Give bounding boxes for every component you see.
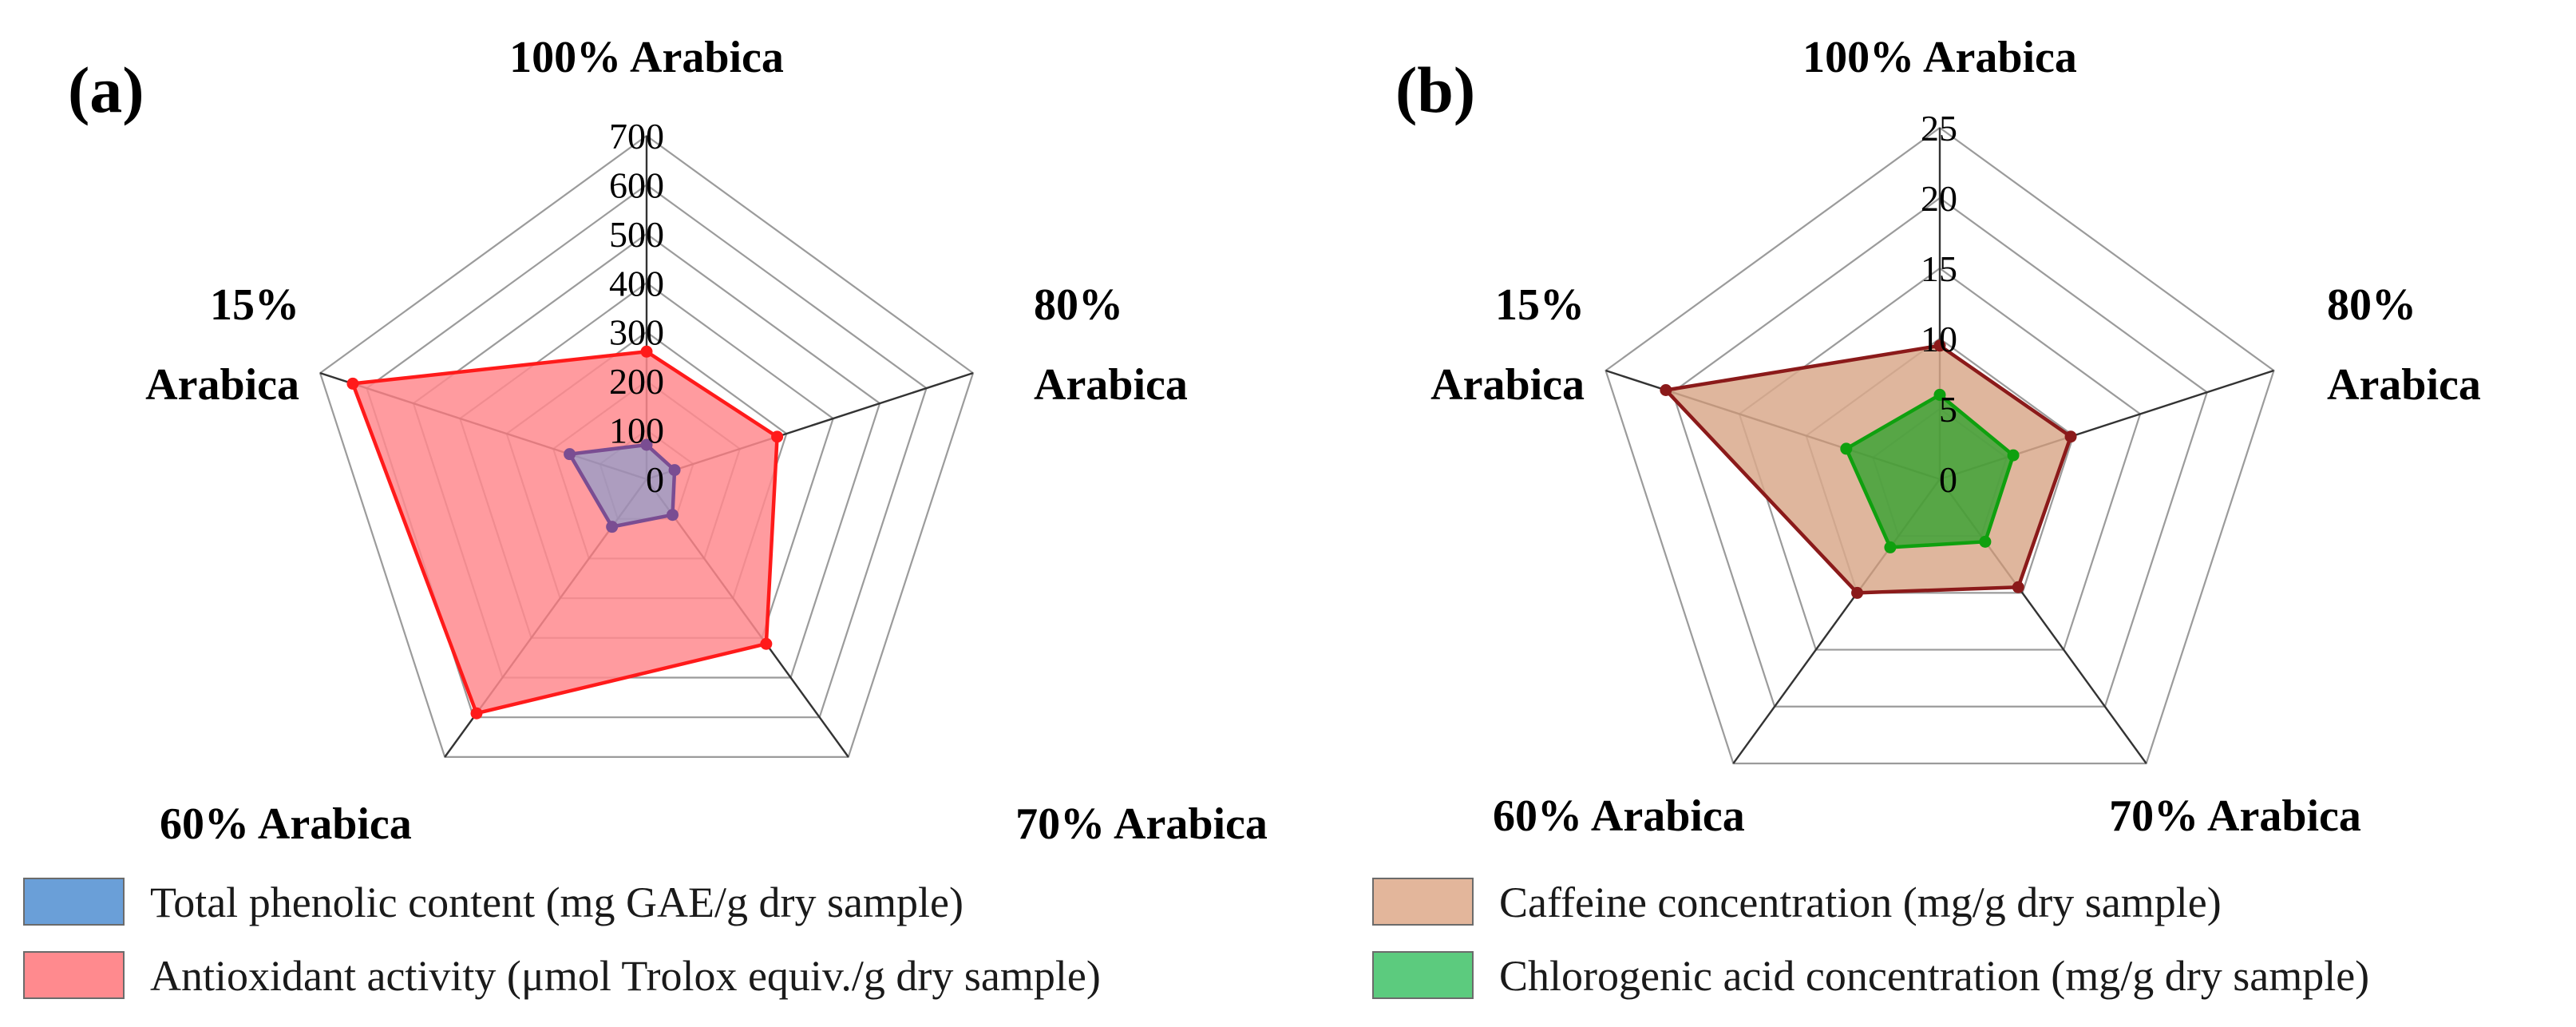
tick-label-a-700: 700 bbox=[609, 116, 664, 157]
radar-tick-labels-a: 0 100 200 300 400 500 600 700 bbox=[609, 116, 664, 500]
grid-ring-a-700 bbox=[319, 134, 975, 758]
data-point-a-1-80 bbox=[668, 464, 681, 477]
axis-label-line-b-15-1: Arabica bbox=[1430, 360, 1585, 410]
grid-ring-b-25 bbox=[1605, 126, 2275, 765]
tick-label-b-5: 5 bbox=[1939, 389, 1957, 430]
data-point-b-1-60 bbox=[1884, 541, 1897, 553]
panel-label-b: (b) bbox=[1395, 54, 1475, 126]
data-point-a-0-70 bbox=[760, 637, 773, 650]
tick-label-a-200: 200 bbox=[609, 361, 664, 402]
legend-swatch-total-phenolic bbox=[23, 878, 125, 926]
legend-swatch-antioxidant bbox=[23, 951, 125, 999]
axis-label-line-a-70-0: 70% Arabica bbox=[1015, 799, 1268, 849]
axis-label-line-a-15-0: 15% bbox=[210, 280, 299, 330]
radar-axis-labels-b: 100% Arabica 80% Arabica 70% Arabica 60% Ara… bbox=[1430, 33, 2481, 841]
axis-label-line-a-60-0: 60% Arabica bbox=[160, 799, 412, 849]
radar-axis-labels-a: 100% Arabica 80% Arabica 70% Arabica 60% Ara… bbox=[145, 33, 1268, 849]
panel-label-a: (a) bbox=[68, 54, 144, 126]
tick-label-a-400: 400 bbox=[609, 263, 664, 303]
axis-label-b-80: 80% Arabica bbox=[2327, 280, 2481, 410]
tick-label-a-100: 100 bbox=[609, 410, 664, 451]
legend-label-caffeine: Caffeine concentration (mg/g dry sample) bbox=[1499, 878, 2222, 926]
radar-series-b bbox=[1660, 339, 2077, 599]
tick-label-b-0: 0 bbox=[1939, 459, 1957, 500]
radar-series-a bbox=[346, 345, 784, 720]
axis-label-a-80: 80% Arabica bbox=[1034, 280, 1188, 410]
radar-panel-b: (b) 0 5 10 15 20 25 100% Arabica 80% Arabica 70%… bbox=[1372, 33, 2481, 1000]
data-point-b-0-15 bbox=[1660, 384, 1672, 397]
radar-panel-a: (a) 0 100 200 300 400 500 600 700 100% Arabica 8… bbox=[23, 33, 1268, 1000]
data-point-a-1-70 bbox=[666, 509, 679, 521]
axis-label-line-a-100-0: 100% Arabica bbox=[509, 33, 784, 82]
axis-label-b-15: 15% Arabica bbox=[1430, 280, 1585, 410]
axis-label-a-70: 70% Arabica bbox=[1015, 799, 1268, 849]
axis-label-line-b-100-0: 100% Arabica bbox=[1802, 33, 2077, 82]
legend-swatch-caffeine bbox=[1372, 878, 1474, 926]
axis-label-line-b-60-0: 60% Arabica bbox=[1493, 791, 1745, 841]
legend-label-chlorogenic: Chlorogenic acid concentration (mg/g dry… bbox=[1499, 952, 2369, 1000]
axis-label-line-b-80-0: 80% bbox=[2327, 280, 2416, 330]
data-point-a-1-100 bbox=[640, 438, 653, 451]
radar-tick-labels-b: 0 5 10 15 20 25 bbox=[1921, 108, 1957, 500]
axis-label-line-a-15-1: Arabica bbox=[145, 360, 299, 410]
tick-label-a-0: 0 bbox=[646, 459, 664, 500]
tick-label-b-15: 15 bbox=[1921, 248, 1957, 289]
data-point-a-0-60 bbox=[470, 707, 483, 720]
data-point-b-1-80 bbox=[2007, 449, 2020, 462]
tick-label-b-25: 25 bbox=[1921, 108, 1957, 149]
tick-label-a-500: 500 bbox=[609, 214, 664, 255]
axis-label-b-60: 60% Arabica bbox=[1493, 791, 1745, 841]
data-point-a-1-60 bbox=[606, 521, 619, 533]
axis-label-line-b-70-0: 70% Arabica bbox=[2109, 791, 2361, 841]
data-point-b-0-70 bbox=[2012, 581, 2024, 593]
series-area-a-0 bbox=[350, 350, 779, 716]
tick-label-a-300: 300 bbox=[609, 312, 664, 353]
tick-label-a-600: 600 bbox=[609, 165, 664, 205]
data-point-b-0-100 bbox=[1933, 339, 1946, 352]
axis-label-line-a-80-0: 80% bbox=[1034, 280, 1123, 330]
data-point-a-0-80 bbox=[771, 430, 784, 443]
axis-label-line-b-80-1: Arabica bbox=[2327, 360, 2481, 410]
series-area-b-1 bbox=[1844, 393, 2016, 549]
axis-label-line-a-80-1: Arabica bbox=[1034, 360, 1188, 410]
data-point-a-1-15 bbox=[564, 448, 576, 461]
grid-ring-b-20 bbox=[1671, 196, 2209, 708]
data-point-b-1-15 bbox=[1840, 442, 1853, 455]
legend-swatch-chlorogenic bbox=[1372, 951, 1474, 999]
legend-a: Total phenolic content (mg GAE/g dry sam… bbox=[23, 878, 1101, 1000]
tick-label-b-10: 10 bbox=[1921, 319, 1957, 359]
axis-label-b-70: 70% Arabica bbox=[2109, 791, 2361, 841]
axis-label-b-100: 100% Arabica bbox=[1802, 33, 2077, 82]
series-area-a-1 bbox=[568, 442, 677, 529]
legend-label-antioxidant: Antioxidant activity (μmol Trolox equiv.… bbox=[150, 952, 1101, 1000]
data-point-a-0-100 bbox=[640, 345, 653, 358]
data-point-b-1-70 bbox=[1979, 535, 1992, 548]
axis-label-a-15: 15% Arabica bbox=[145, 280, 299, 410]
data-point-b-0-80 bbox=[2064, 430, 2077, 443]
legend-b: Caffeine concentration (mg/g dry sample)… bbox=[1372, 878, 2369, 1000]
legend-label-total-phenolic: Total phenolic content (mg GAE/g dry sam… bbox=[150, 878, 964, 926]
grid-ring-a-600 bbox=[366, 184, 928, 719]
data-point-b-0-60 bbox=[1851, 586, 1864, 599]
tick-label-b-20: 20 bbox=[1921, 178, 1957, 219]
axis-label-a-60: 60% Arabica bbox=[160, 799, 412, 849]
axis-label-a-100: 100% Arabica bbox=[509, 33, 784, 82]
data-point-b-1-100 bbox=[1933, 388, 1946, 401]
data-point-a-0-15 bbox=[346, 377, 359, 390]
axis-label-line-b-15-0: 15% bbox=[1495, 280, 1585, 330]
